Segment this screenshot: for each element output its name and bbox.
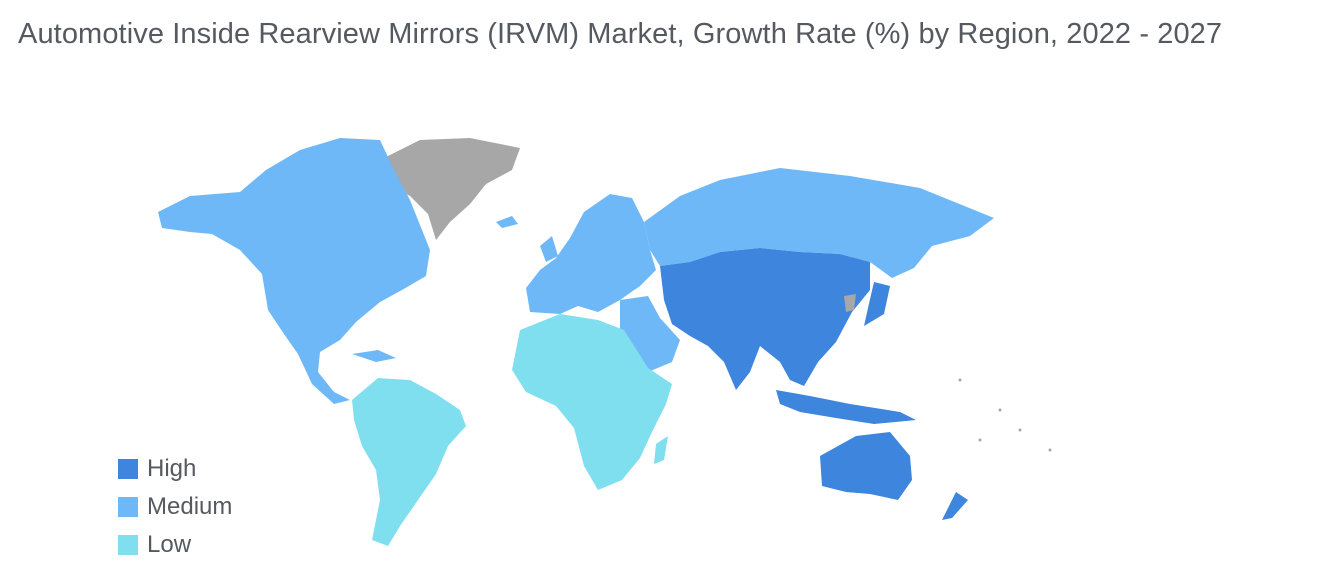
legend-label-low: Low (147, 531, 192, 558)
region-iceland (496, 216, 518, 228)
legend: High Medium Low (118, 450, 232, 564)
region-australia (820, 432, 912, 500)
pacific-islands (958, 378, 1052, 452)
region-uk (540, 236, 558, 262)
legend-item-low: Low (118, 526, 232, 564)
region-greenland (380, 138, 520, 240)
region-europe (526, 194, 656, 314)
region-africa (512, 314, 672, 490)
legend-item-medium: Medium (118, 488, 232, 526)
region-russia (644, 168, 994, 278)
legend-label-high: High (147, 455, 197, 482)
region-korea (844, 294, 856, 312)
region-madagascar (654, 436, 668, 464)
region-south-america (352, 378, 466, 546)
region-asia-pacific (660, 248, 870, 390)
legend-swatch-high (118, 459, 138, 479)
region-new-zealand (942, 492, 968, 520)
region-caribbean (352, 350, 396, 362)
legend-item-high: High (118, 450, 232, 488)
region-north-america (158, 138, 430, 404)
legend-swatch-low (118, 535, 138, 555)
region-southeast-asia-islands (776, 390, 916, 424)
region-japan (864, 282, 890, 326)
chart-title: Automotive Inside Rearview Mirrors (IRVM… (18, 18, 1223, 50)
legend-label-medium: Medium (147, 493, 233, 520)
legend-swatch-medium (118, 497, 138, 517)
